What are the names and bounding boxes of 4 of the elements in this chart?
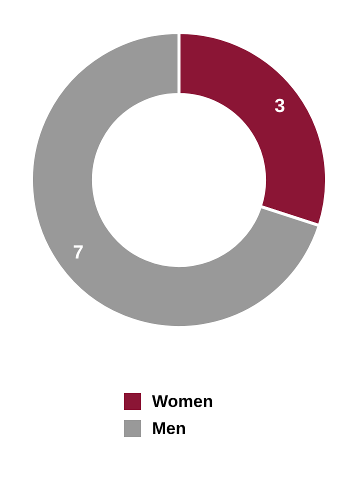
legend-label: Men bbox=[152, 418, 186, 438]
data-label: 7 bbox=[72, 242, 84, 264]
legend-label: Women bbox=[152, 392, 214, 412]
data-label: 3 bbox=[274, 96, 286, 118]
